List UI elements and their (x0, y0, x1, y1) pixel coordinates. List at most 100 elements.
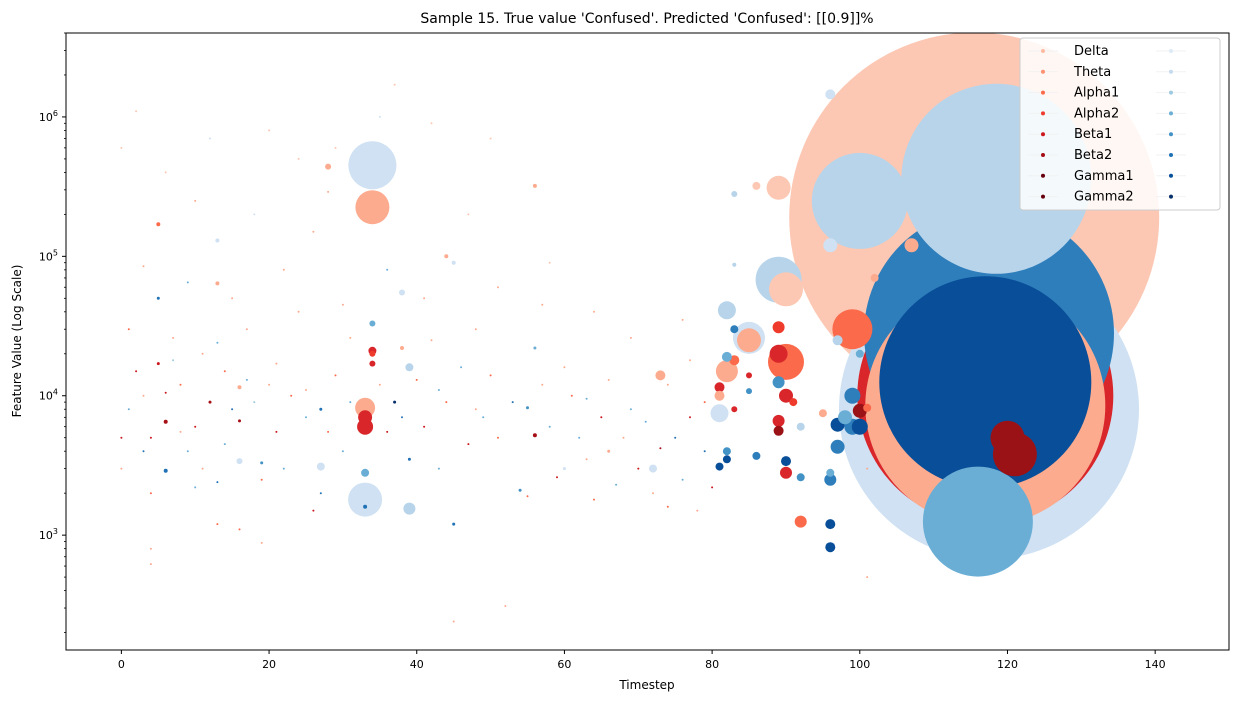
data-point-137 (282, 467, 285, 470)
x-tick-label: 140 (1145, 658, 1166, 671)
data-point-226 (541, 383, 544, 386)
data-point-129 (231, 408, 234, 411)
data-point-38 (772, 376, 785, 389)
legend-label: Theta (1073, 65, 1111, 80)
data-point-163 (526, 495, 529, 498)
data-point-39 (772, 414, 785, 427)
data-point-179 (666, 505, 669, 508)
data-point-167 (570, 394, 573, 397)
data-point-217 (245, 378, 248, 381)
data-point-70 (731, 406, 738, 413)
data-point-162 (511, 401, 514, 404)
data-point-205 (282, 268, 285, 271)
x-tick-label: 80 (705, 658, 719, 671)
legend-marker (1169, 194, 1173, 199)
data-point-51 (369, 360, 376, 367)
data-point-180 (674, 436, 677, 439)
data-point-85 (215, 238, 220, 243)
data-point-147 (386, 430, 389, 433)
x-axis-label: Timestep (618, 678, 674, 692)
data-point-104 (208, 400, 212, 404)
data-point-72 (746, 388, 752, 395)
data-point-64 (721, 351, 732, 362)
points-layer (120, 33, 1160, 623)
data-point-42 (780, 466, 792, 479)
data-point-239 (194, 486, 197, 489)
y-axis-label: Feature Value (Log Scale) (10, 265, 24, 418)
data-point-203 (186, 281, 189, 284)
data-point-27 (769, 344, 788, 363)
data-point-11 (348, 141, 397, 190)
legend-label: Gamma2 (1074, 190, 1134, 205)
data-point-164 (541, 303, 544, 306)
data-point-172 (615, 483, 618, 486)
data-point-182 (689, 416, 691, 419)
data-point-95 (363, 504, 368, 509)
data-point-52 (369, 320, 376, 327)
data-point-153 (437, 467, 440, 470)
data-point-155 (452, 620, 455, 623)
data-point-117 (149, 547, 152, 550)
data-point-61 (752, 181, 761, 190)
data-point-204 (231, 297, 234, 300)
data-point-71 (752, 451, 761, 460)
data-point-202 (142, 265, 145, 268)
data-point-132 (253, 401, 256, 404)
legend-label: Alpha1 (1074, 86, 1119, 101)
data-point-229 (607, 378, 610, 381)
data-point-111 (526, 406, 529, 410)
data-point-222 (378, 383, 381, 386)
data-point-166 (556, 476, 558, 479)
data-point-28 (844, 387, 861, 404)
data-point-21 (715, 360, 738, 383)
data-point-41 (779, 388, 793, 403)
data-point-83 (236, 458, 243, 465)
data-point-87 (156, 222, 161, 227)
data-point-212 (681, 318, 684, 321)
data-point-189 (135, 110, 138, 113)
data-point-107 (393, 400, 397, 404)
y-tick-label: 106 (39, 109, 58, 124)
legend-marker (1169, 90, 1173, 95)
data-point-60 (825, 89, 836, 100)
data-point-37 (825, 542, 836, 553)
data-point-124 (201, 352, 204, 355)
data-point-237 (142, 450, 145, 453)
data-point-209 (497, 286, 499, 289)
legend-marker (1169, 132, 1173, 137)
data-point-12 (355, 190, 390, 225)
legend-marker (1041, 132, 1045, 137)
data-point-33 (830, 439, 845, 454)
legend-marker (1041, 49, 1045, 53)
data-point-218 (275, 362, 278, 365)
data-point-19 (737, 328, 761, 353)
data-point-77 (818, 409, 827, 418)
legend-marker (1041, 111, 1045, 116)
data-point-35 (824, 473, 837, 486)
data-point-227 (563, 366, 566, 369)
data-point-102 (156, 296, 160, 300)
x-tick-label: 40 (410, 658, 424, 671)
data-point-46 (403, 502, 416, 515)
legend-label: Delta (1074, 44, 1109, 59)
data-point-106 (319, 407, 323, 411)
legend-marker (1169, 111, 1173, 116)
y-axis: 103 104 105 106 (39, 32, 66, 633)
data-point-26 (358, 410, 373, 425)
data-point-65 (714, 382, 725, 393)
data-point-142 (319, 492, 322, 495)
data-point-220 (327, 430, 330, 433)
data-point-174 (629, 336, 632, 339)
data-point-191 (209, 137, 211, 140)
data-point-195 (378, 115, 381, 118)
data-point-122 (186, 450, 189, 453)
data-point-109 (607, 449, 611, 453)
data-point-231 (666, 383, 669, 386)
data-point-196 (430, 122, 433, 125)
data-point-84 (325, 163, 332, 170)
chart-title: Sample 15. True value 'Confused'. Predic… (420, 11, 873, 27)
data-point-210 (548, 261, 551, 264)
y-tick-label: 105 (39, 248, 58, 263)
data-point-135 (268, 383, 271, 386)
